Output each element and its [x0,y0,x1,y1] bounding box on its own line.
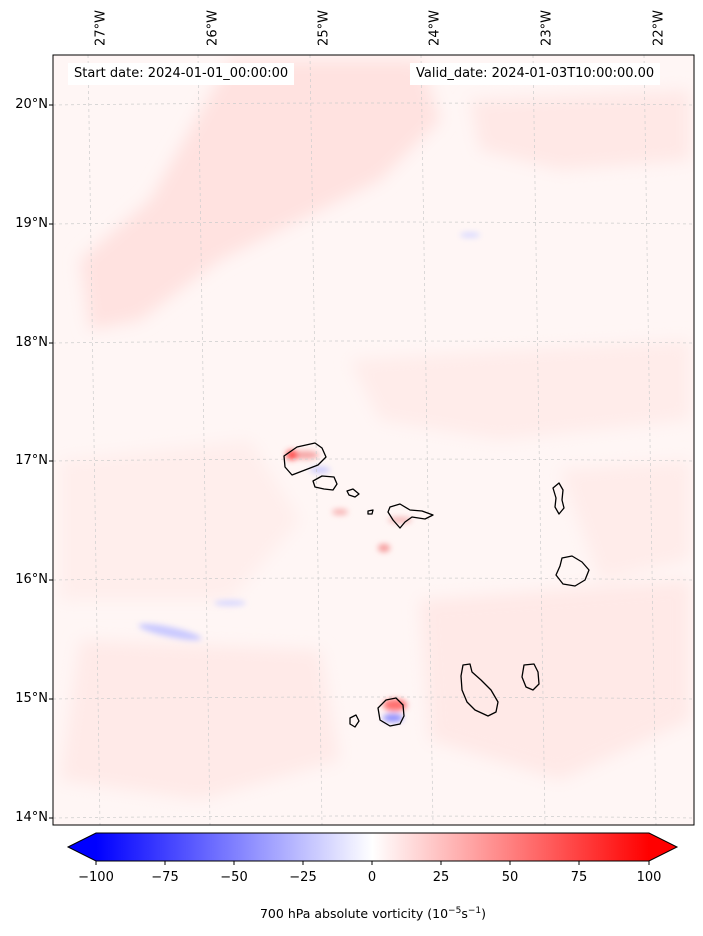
island-brava [349,714,360,728]
lon-label: 24°W [427,10,443,46]
colorbar-label-unit: s [461,906,468,922]
lat-label: 17°N [15,453,48,468]
island-sao-vicente [312,475,338,491]
colorbar-tick-label: 0 [367,870,377,885]
lon-label: 22°W [651,10,667,46]
lat-label: 19°N [15,216,48,231]
island-boa-vista [555,555,590,587]
colorbar-label-end: ) [481,906,486,922]
vorticity-field [53,55,694,825]
colorbar-label-exp1: −5 [448,906,462,916]
lon-label: 23°W [539,10,555,46]
island-fogo [377,697,405,727]
lat-label: 20°N [15,97,48,112]
colorbar-tick-label: −100 [78,870,114,885]
coastlines [283,442,590,728]
colorbar-extend-max [649,833,677,861]
colorbar-label-exp2: −1 [467,906,482,916]
colorbar-ticks [95,861,650,865]
lat-label: 14°N [15,810,48,825]
colorbar-extend-min [68,833,96,861]
lon-label: 25°W [316,10,332,46]
colorbar-label-main: 700 hPa absolute vorticity (10 [259,906,449,922]
axis-ticks [49,104,53,819]
colorbar-tick-label: 75 [570,870,588,885]
colorbar-tick-label: 25 [432,870,450,885]
graticule [53,55,694,825]
colorbar-tick-label: −50 [220,870,248,885]
island-santiago [460,663,499,717]
island-maio [521,663,540,691]
island-sao-nicolau [387,503,434,529]
lat-label: 18°N [15,335,48,350]
island-branco [367,509,374,515]
island-sal [552,482,565,515]
colorbar [66,832,679,865]
colorbar-tick-label: −25 [289,870,317,885]
map-frame [52,54,695,826]
colorbar-tick-label: 50 [501,870,519,885]
colorbar-bar [96,833,649,861]
island-santa-luzia [346,488,360,498]
colorbar-label: 700 hPa absolute vorticity (10−5s−1) [0,906,703,921]
lat-label: 16°N [15,572,48,587]
colorbar-tick-label: −75 [151,870,179,885]
lon-label: 26°W [205,10,221,46]
valid-date-label: Valid_date: 2024-01-03T10:00:00.00 [410,63,661,85]
lon-label: 27°W [93,10,109,46]
lat-label: 15°N [15,691,48,706]
island-santo-antao [283,442,327,476]
colorbar-tick-label: 100 [636,870,662,885]
start-date-label: Start date: 2024-01-01_00:00:00 [68,63,295,85]
